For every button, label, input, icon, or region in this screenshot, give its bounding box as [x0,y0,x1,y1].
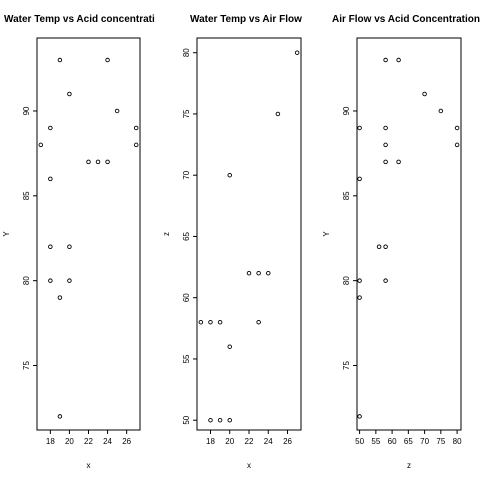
data-point [133,125,139,131]
x-tick-label: 24 [264,437,273,446]
data-point [383,278,388,283]
data-point [357,414,362,419]
plot-frame [36,37,141,431]
x-axis-label: x [87,461,91,470]
y-tick-label: 85 [22,191,31,200]
y-tick-label: 60 [182,293,191,302]
data-point [227,172,232,178]
y-tick-label: 75 [22,361,31,370]
data-point [376,244,382,249]
data-point [294,50,300,55]
x-tick-label: 80 [453,437,462,446]
x-tick-label: 65 [404,437,413,446]
data-point [357,125,362,131]
data-point [275,111,281,117]
data-point [438,108,444,114]
x-tick-label: 26 [122,437,131,446]
y-axis-label: z [162,232,171,236]
data-point [48,278,53,283]
x-axis-label: z [407,461,411,470]
data-point [133,142,139,148]
data-point [396,57,401,63]
y-tick-label: 90 [22,106,31,115]
data-point [246,270,252,276]
data-point [114,108,120,114]
x-tick-label: 26 [283,437,292,446]
data-point [227,344,232,349]
data-point [105,159,110,165]
x-tick-label: 22 [245,437,254,446]
chart-title: Air Flow vs Acid Concentration [332,14,480,25]
x-tick-label: 20 [225,437,234,446]
data-point [38,142,44,148]
y-tick-label: 90 [342,106,351,115]
data-point [67,244,72,249]
y-tick-label: 55 [182,354,191,363]
plot-frame [196,37,302,431]
x-tick-label: 50 [355,437,364,446]
data-point [454,142,460,148]
data-point [383,244,388,249]
scatter-panel-3: Air Flow vs Acid Concentration 50 55 60 65 70… [322,14,480,470]
data-point [67,278,72,283]
y-tick-label: 70 [182,170,191,179]
data-point [57,57,63,63]
data-point [198,319,204,325]
data-point [86,159,91,165]
data-point [383,142,388,148]
y-tick-label: 80 [22,276,31,285]
data-point [266,270,271,276]
x-axis-label: x [247,461,251,470]
data-point [208,417,213,423]
data-point [256,319,261,325]
data-point [48,244,53,249]
x-tick-label: 22 [84,437,93,446]
data-point [48,176,53,182]
x-tick-label: 20 [65,437,74,446]
data-point [208,319,213,325]
data-point [383,125,388,131]
data-point [422,91,427,97]
data-point [217,417,223,423]
y-axis-label: Y [2,231,11,237]
x-tick-label: 24 [103,437,112,446]
x-tick-label: 18 [206,437,215,446]
x-tick-label: 18 [46,437,55,446]
data-point [48,125,53,131]
data-point [57,295,63,300]
y-tick-label: 85 [342,191,351,200]
data-point [227,417,232,423]
data-point [383,159,388,165]
data-point [383,57,388,63]
data-point [217,319,223,325]
x-tick-label: 55 [371,437,380,446]
data-point [105,57,110,63]
data-point [67,91,72,97]
data-point [396,159,401,165]
y-tick-label: 50 [182,415,191,424]
y-tick-label: 80 [182,48,191,57]
data-point [357,176,362,182]
plot-frame [356,37,462,431]
data-point [357,278,362,283]
y-axis-label: Y [322,231,331,237]
data-point [454,125,460,131]
data-point [57,414,63,419]
data-point [256,270,261,276]
x-tick-label: 70 [420,437,429,446]
scatter-panel-1: Water Temp vs Acid concentrati 18 20 22 24 26… [2,14,155,470]
data-point [357,295,362,300]
x-tick-label: 75 [436,437,445,446]
y-tick-label: 75 [342,361,351,370]
y-tick-label: 65 [182,231,191,240]
chart-title: Water Temp vs Acid concentrati [4,14,155,25]
x-tick-label: 60 [388,437,397,446]
scatter-panel-2: Water Temp vs Air Flow 18 20 22 24 26 50 55 60 65… [162,14,302,470]
y-tick-label: 75 [182,109,191,118]
data-point [95,159,101,165]
y-tick-label: 80 [342,276,351,285]
chart-title: Water Temp vs Air Flow [190,14,302,25]
